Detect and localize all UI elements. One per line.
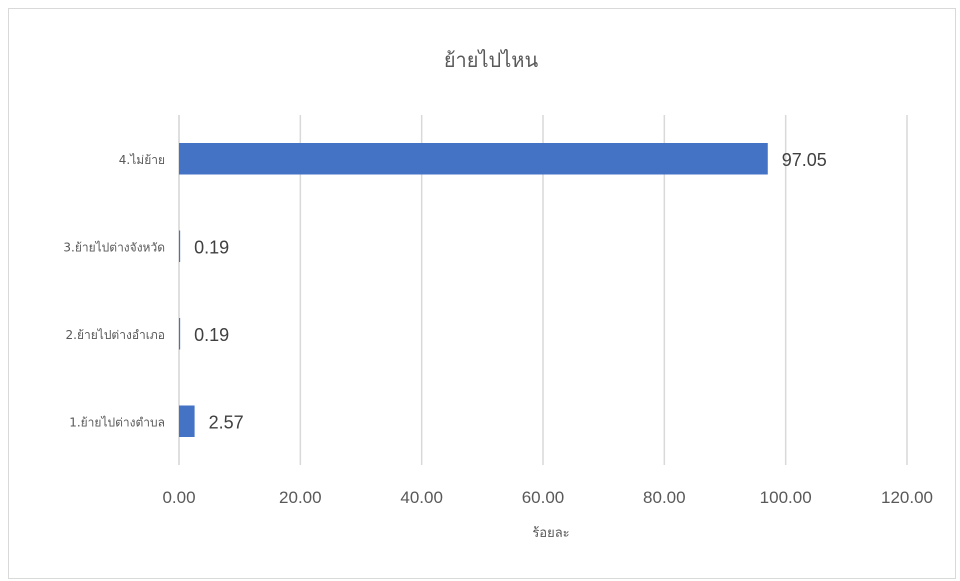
data-labels: 2.57 0.19 0.19 97.05 [194, 150, 827, 433]
category-label: 2.ย้ายไปต่างอำเภอ [66, 328, 165, 342]
data-label: 2.57 [209, 412, 244, 432]
x-axis-title: ร้อยละ [532, 526, 569, 541]
category-label: 3.ย้ายไปต่างจังหวัด [63, 240, 165, 254]
category-label: 4.ไม่ย้าย [119, 153, 165, 167]
chart-title: ย้ายไปไหน [444, 48, 539, 72]
bar [179, 230, 181, 262]
bars [179, 143, 768, 437]
x-tick-label: 60.00 [522, 488, 565, 507]
bar [179, 143, 768, 175]
x-tick-label: 40.00 [400, 488, 443, 507]
chart-frame: ย้ายไปไหน 1.ย้ายไปต่างตำบล 2.ย้ายไปต่างอำ… [8, 8, 956, 579]
x-tick-label: 0.00 [162, 488, 195, 507]
category-label: 1.ย้ายไปต่างตำบล [69, 415, 165, 429]
category-labels: 1.ย้ายไปต่างตำบล 2.ย้ายไปต่างอำเภอ 3.ย้ายไ… [63, 153, 165, 430]
data-label: 0.19 [194, 237, 229, 257]
x-tick-label: 120.00 [881, 488, 933, 507]
data-label: 0.19 [194, 325, 229, 345]
bar-chart: ย้ายไปไหน 1.ย้ายไปต่างตำบล 2.ย้ายไปต่างอำ… [63, 48, 933, 541]
x-tick-labels: 0.00 20.00 40.00 60.00 80.00 100.00 120.00 [162, 488, 933, 507]
x-tick-label: 20.00 [279, 488, 322, 507]
bar [179, 405, 195, 437]
data-label: 97.05 [782, 150, 827, 170]
bar [179, 318, 181, 350]
x-tick-label: 100.00 [760, 488, 812, 507]
x-tick-label: 80.00 [643, 488, 686, 507]
